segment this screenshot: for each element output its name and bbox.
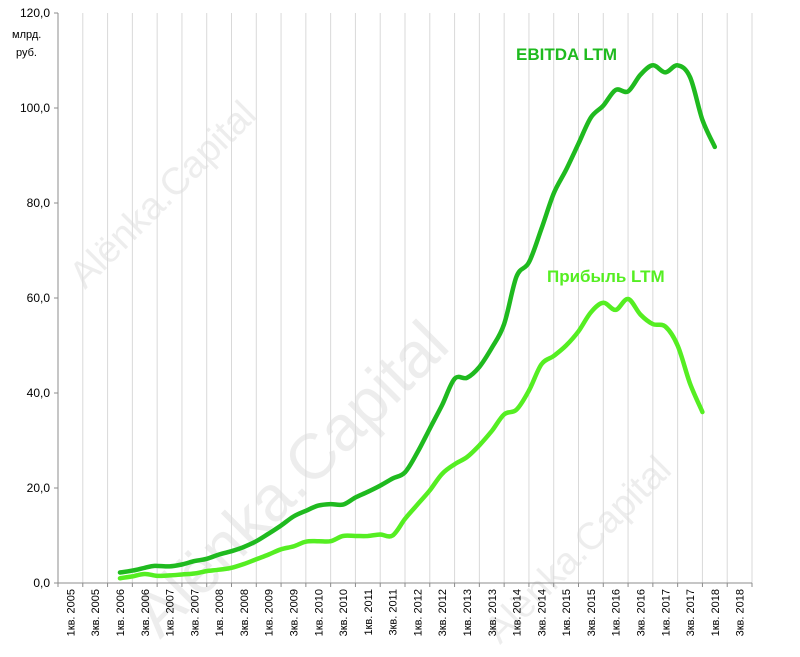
y-axis-ticks: 0,0 20,0 40,0 60,0 80,0 100,0 120,0 [20, 6, 58, 590]
x-axis-ticks: 1кв. 2005 3кв. 2005 1кв. 2006 3кв. 2006 1кв.… [57, 583, 753, 636]
y-tick-label: 20,0 [27, 481, 51, 495]
x-tick-label: 1кв. 2005 [65, 589, 77, 636]
x-tick-label: 1кв. 2013 [462, 589, 474, 636]
x-tick-label: 3кв. 2017 [685, 589, 697, 636]
x-tick-label: 1кв. 2012 [412, 589, 424, 636]
x-tick-label: 1кв. 2008 [214, 589, 226, 636]
watermark-text: Alënka.Capital [62, 93, 265, 296]
x-tick-label: 3кв. 2006 [140, 589, 152, 636]
y-axis-unit-line2: руб. [16, 47, 37, 59]
x-tick-label: 3кв. 2009 [288, 589, 300, 636]
series-label-profit: Прибыль LTM [547, 267, 665, 286]
x-tick-label: 1кв. 2015 [561, 589, 573, 636]
x-tick-label: 1кв. 2014 [512, 589, 524, 636]
x-tick-label: 3кв. 2007 [189, 589, 201, 636]
y-tick-label: 80,0 [27, 196, 51, 210]
x-tick-label: 1кв. 2006 [115, 589, 127, 636]
series-line-ebitda [117, 63, 718, 575]
y-tick-label: 100,0 [20, 101, 50, 115]
x-tick-label: 1кв. 2010 [313, 589, 325, 636]
y-tick-label: 0,0 [33, 576, 50, 590]
y-tick-label: 60,0 [27, 291, 51, 305]
x-tick-label: 3кв. 2005 [90, 589, 102, 636]
x-tick-label: 3кв. 2018 [735, 589, 747, 636]
y-tick-label: 120,0 [20, 6, 50, 20]
x-tick-label: 1кв. 2018 [710, 589, 722, 636]
x-tick-label: 1кв. 2011 [363, 589, 375, 636]
series-line-profit [117, 296, 705, 581]
x-tick-label: 1кв. 2017 [660, 589, 672, 636]
series-label-ebitda: EBITDA LTM [516, 45, 617, 64]
x-tick-label: 3кв. 2012 [437, 589, 449, 636]
x-tick-label: 3кв. 2016 [635, 589, 647, 636]
x-tick-label: 3кв. 2013 [487, 589, 499, 636]
x-tick-label: 1кв. 2007 [165, 589, 177, 636]
x-tick-label: 1кв. 2016 [611, 589, 623, 636]
x-tick-label: 3кв. 2014 [536, 589, 548, 636]
y-tick-label: 40,0 [27, 386, 51, 400]
x-tick-label: 3кв. 2008 [239, 589, 251, 636]
x-tick-label: 3кв. 2015 [586, 589, 598, 636]
x-tick-label: 3кв. 2011 [388, 589, 400, 636]
y-axis-unit-line1: млрд. [12, 29, 41, 41]
series-group [117, 63, 718, 581]
x-tick-label: 3кв. 2010 [338, 589, 350, 636]
x-tick-label: 1кв. 2009 [264, 589, 276, 636]
